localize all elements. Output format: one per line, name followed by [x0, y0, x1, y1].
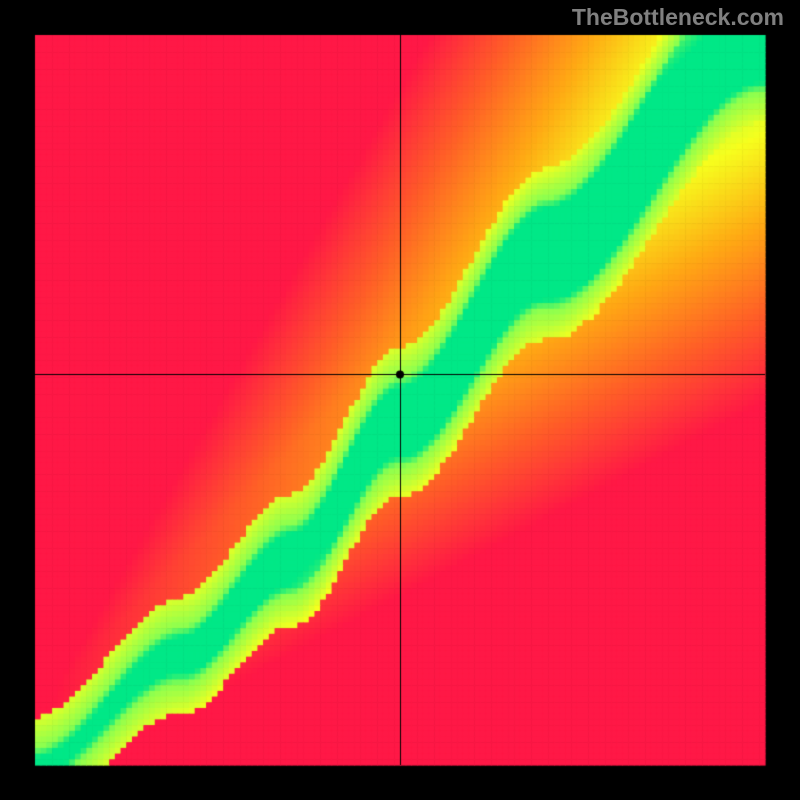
bottleneck-heatmap [0, 0, 800, 800]
chart-container: TheBottleneck.com [0, 0, 800, 800]
